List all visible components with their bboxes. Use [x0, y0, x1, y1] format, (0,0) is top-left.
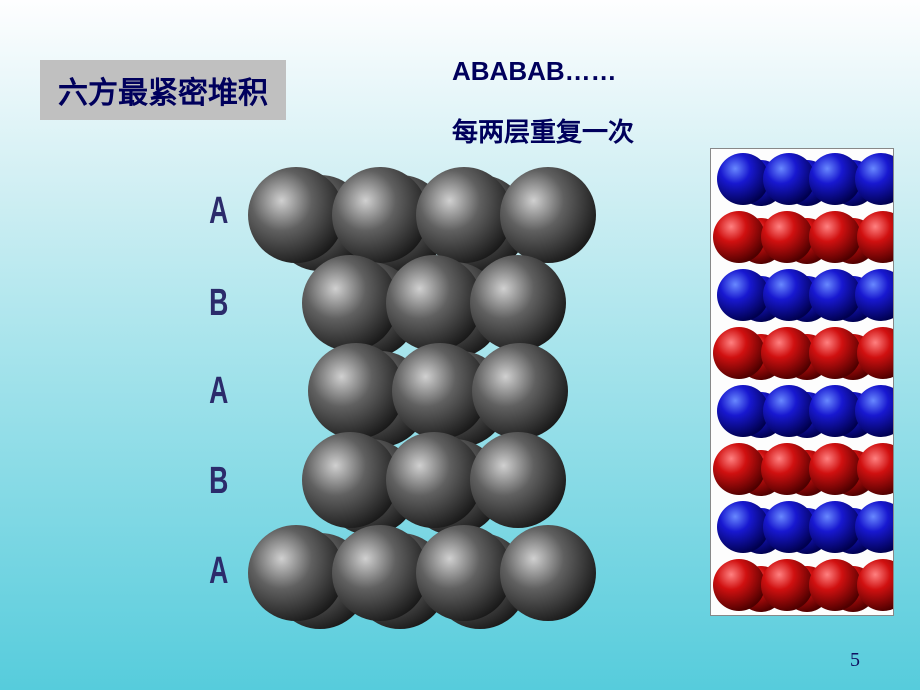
layer-label: A	[209, 370, 228, 413]
pattern-label: ABABAB……	[452, 56, 617, 87]
layer-label: B	[209, 460, 228, 503]
title-box: 六方最紧密堆积	[40, 60, 286, 120]
color-sphere-diagram	[710, 148, 894, 616]
layer-label: A	[209, 550, 228, 593]
gray-sphere-diagram	[240, 155, 640, 655]
subtitle-text: 每两层重复一次	[452, 112, 634, 149]
layer-label: A	[209, 190, 228, 233]
page-number: 5	[850, 649, 860, 672]
layer-label: B	[209, 282, 228, 325]
